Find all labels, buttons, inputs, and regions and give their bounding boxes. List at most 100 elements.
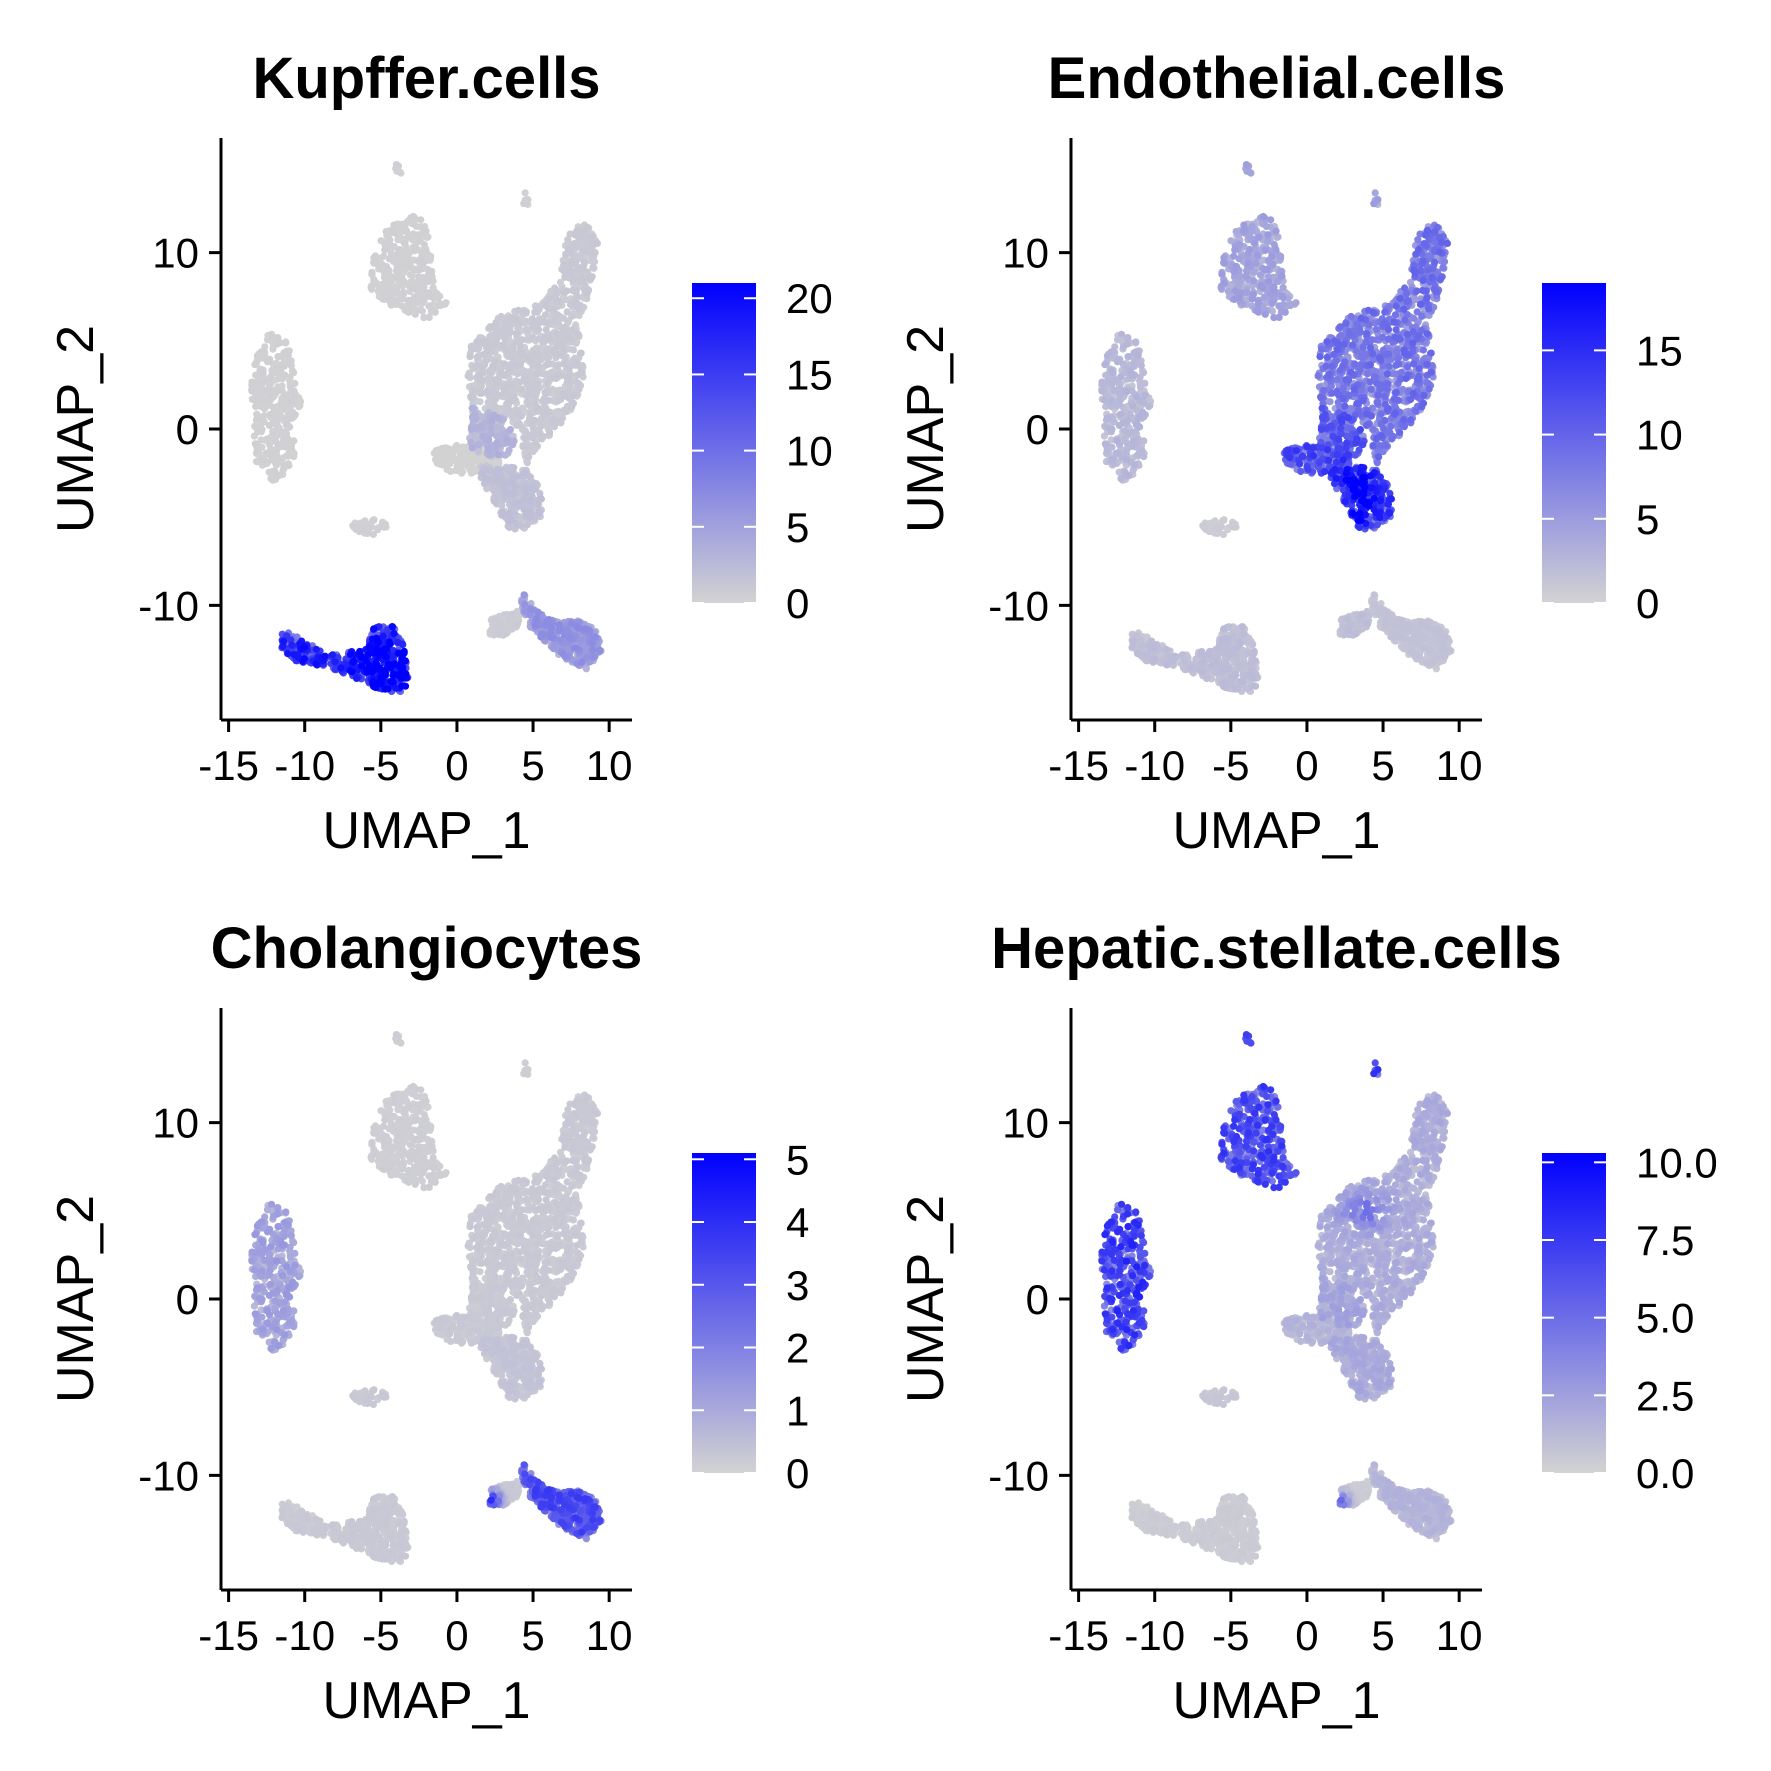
cell-point — [321, 652, 329, 660]
cell-point — [569, 257, 577, 265]
cell-point — [434, 446, 442, 454]
panel-title: Kupffer.cells — [252, 46, 600, 111]
cell-point — [1135, 413, 1143, 421]
cell-point — [1150, 655, 1159, 663]
cell-point — [552, 290, 560, 298]
cell-point — [382, 262, 391, 271]
cell-point — [1108, 397, 1116, 405]
cell-point — [562, 407, 570, 415]
cell-point — [428, 292, 437, 300]
cell-point — [290, 437, 298, 445]
cell-point — [1230, 523, 1238, 531]
cell-point — [418, 299, 426, 307]
cell-point — [525, 453, 533, 461]
cell-point — [580, 285, 588, 293]
cell-point — [453, 443, 461, 451]
cell-point — [1232, 653, 1240, 661]
cell-point — [379, 632, 387, 640]
cell-point — [546, 428, 554, 436]
cell-point — [572, 287, 580, 295]
cell-point — [1220, 625, 1228, 633]
cell-point — [551, 316, 559, 324]
cell-point — [1199, 522, 1207, 530]
cell-point — [429, 284, 437, 292]
cell-point — [1405, 621, 1413, 629]
cell-point — [481, 465, 489, 474]
cell-point — [424, 277, 432, 285]
cell-point — [1123, 456, 1131, 464]
cell-point — [250, 396, 258, 404]
cell-point — [1124, 334, 1132, 342]
cell-point — [1393, 617, 1402, 625]
cell-point — [1416, 634, 1424, 642]
cell-point — [1232, 227, 1240, 236]
cell-point — [530, 425, 538, 433]
cell-point — [366, 643, 374, 652]
cell-point — [300, 655, 309, 663]
cell-point — [266, 397, 274, 405]
cell-point — [1206, 650, 1214, 658]
cell-point — [1238, 623, 1246, 631]
cell-point — [274, 440, 282, 448]
cell-point — [468, 404, 476, 412]
cell-point — [569, 276, 577, 285]
cell-point — [527, 605, 535, 613]
cell-point — [375, 288, 383, 296]
cell-point — [301, 643, 309, 651]
cell-point — [285, 449, 293, 457]
cell-point — [541, 410, 549, 418]
cell-point — [251, 361, 259, 369]
cell-point — [499, 341, 507, 349]
cell-point — [1211, 517, 1219, 525]
cell-point — [515, 612, 523, 620]
cell-point — [591, 633, 599, 641]
cell-point — [263, 437, 271, 445]
cell-point — [542, 326, 550, 334]
cell-point — [475, 371, 483, 379]
cell-point — [472, 362, 480, 370]
cell-point — [1117, 373, 1125, 381]
cell-point — [272, 387, 281, 395]
cell-point — [280, 637, 288, 645]
cell-point — [283, 419, 291, 427]
cell-point — [559, 339, 567, 347]
cell-point — [1151, 643, 1159, 651]
cell-point — [346, 650, 354, 659]
panel-title: Endothelial.cells — [1048, 46, 1506, 111]
cell-point — [1225, 665, 1233, 673]
cell-point — [547, 624, 556, 632]
cell-point — [537, 633, 545, 641]
cell-point — [281, 461, 289, 469]
cell-point — [577, 349, 585, 357]
cell-point — [1129, 437, 1137, 445]
cell-point — [468, 444, 476, 452]
cell-point — [1108, 425, 1116, 433]
cell-point — [531, 392, 539, 400]
cell-point — [522, 325, 531, 333]
x-tick-label: -15 — [198, 742, 259, 789]
cell-point — [394, 259, 403, 267]
cell-point — [396, 245, 404, 254]
cell-point — [1229, 632, 1237, 640]
cell-point — [381, 287, 389, 295]
cell-point — [551, 284, 559, 292]
cell-point — [261, 375, 269, 384]
cell-point — [273, 417, 282, 425]
cell-point — [1198, 668, 1206, 676]
cell-point — [1431, 625, 1439, 633]
cell-point — [521, 600, 529, 608]
cell-point — [553, 297, 561, 305]
cell-point — [494, 627, 503, 635]
cell-point — [550, 423, 558, 431]
cell-point — [488, 415, 496, 424]
cell-point — [417, 216, 425, 224]
cell-point — [1129, 371, 1137, 379]
cell-point — [506, 366, 514, 374]
cell-point — [328, 651, 337, 659]
cell-point — [484, 444, 492, 452]
cell-point — [370, 254, 378, 262]
cell-point — [419, 260, 427, 269]
cell-point — [1279, 284, 1287, 292]
cell-point — [559, 649, 567, 657]
cell-point — [272, 448, 280, 456]
